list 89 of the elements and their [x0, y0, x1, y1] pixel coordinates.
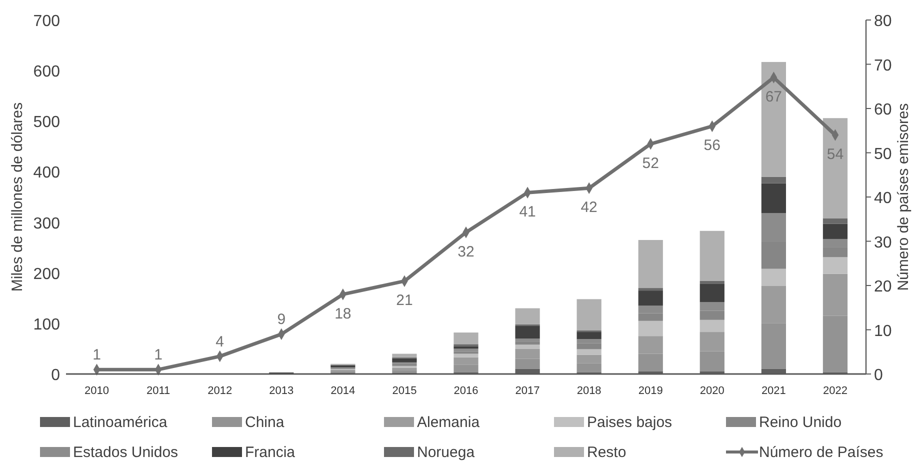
legend-label: Paises bajos — [587, 414, 672, 431]
x-tick-label: 2018 — [576, 385, 602, 397]
bar — [392, 354, 417, 358]
y2-tick-label: 60 — [874, 102, 892, 118]
legend-label: Reino Unido — [759, 414, 842, 431]
y2-tick-label: 10 — [874, 322, 892, 340]
bar — [576, 349, 602, 355]
bar — [761, 62, 786, 177]
x-tick-label: 2019 — [638, 385, 663, 397]
bar — [576, 343, 602, 350]
bar — [454, 354, 478, 358]
legend-label: Estados Unidos — [73, 444, 178, 461]
bar — [700, 280, 724, 284]
x-tick-label: 2011 — [146, 385, 170, 397]
bar — [454, 332, 478, 344]
data-label: 41 — [519, 204, 536, 221]
bar — [700, 284, 724, 302]
data-label: 21 — [396, 292, 413, 310]
x-tick-label: 2017 — [515, 385, 540, 397]
x-tick-label: 2013 — [269, 385, 294, 397]
bar — [454, 346, 478, 349]
y-tick-label: 300 — [33, 215, 60, 232]
y2-tick-label: 50 — [874, 146, 892, 163]
x-tick-label: 2020 — [700, 385, 724, 397]
bar — [515, 341, 540, 345]
bar — [576, 299, 602, 331]
bar — [822, 218, 848, 224]
bar — [638, 290, 663, 306]
bar — [392, 370, 417, 373]
y2-tick-label: 70 — [874, 57, 892, 74]
legend-label: China — [245, 414, 285, 431]
legend-label: Resto — [587, 444, 626, 461]
y-tick-label: 200 — [33, 266, 60, 283]
data-label: 32 — [458, 243, 474, 260]
bar — [454, 351, 478, 354]
legend-label: Alemania — [417, 414, 480, 431]
bar — [454, 348, 478, 352]
bar — [515, 308, 540, 324]
bar — [392, 368, 417, 370]
y2-tick-label: 0 — [874, 367, 883, 384]
bar — [638, 240, 663, 288]
y2-axis-title: Número de países emisores — [895, 103, 912, 291]
y-tick-label: 600 — [33, 64, 60, 81]
bar — [700, 230, 724, 281]
y2-tick-label: 80 — [874, 13, 892, 30]
y-tick-label: 400 — [33, 164, 60, 182]
x-tick-label: 2010 — [84, 385, 110, 397]
y2-tick-label: 40 — [874, 190, 892, 207]
bar — [761, 176, 786, 184]
legend-label: Número de Países — [759, 444, 884, 461]
data-label: 56 — [704, 137, 720, 154]
bar — [576, 332, 602, 340]
data-label: 1 — [154, 346, 162, 364]
data-label: 18 — [334, 305, 352, 322]
bar — [638, 288, 663, 291]
data-label: 52 — [642, 154, 659, 172]
y-tick-label: 100 — [33, 316, 60, 334]
x-tick-label: 2016 — [454, 385, 478, 397]
bar — [822, 257, 848, 274]
y2-tick-label: 30 — [874, 234, 892, 252]
bar — [392, 358, 417, 362]
data-label: 54 — [826, 146, 844, 164]
bar — [515, 344, 540, 349]
x-tick-label: 2014 — [330, 385, 356, 397]
x-tick-label: 2021 — [761, 385, 786, 397]
x-tick-label: 2022 — [822, 385, 848, 397]
data-label: 4 — [216, 333, 224, 350]
y-tick-label: 0 — [51, 367, 60, 384]
data-label: 67 — [765, 88, 782, 106]
y-tick-label: 500 — [33, 114, 60, 132]
x-tick-label: 2012 — [208, 385, 232, 397]
y-axis-title: Miles de millones de dólares — [9, 102, 26, 292]
legend-label: Noruega — [417, 444, 476, 461]
data-label: 9 — [277, 311, 286, 328]
legend-label: Latinoamérica — [73, 414, 168, 431]
legend-label: Francia — [245, 444, 296, 461]
bar — [822, 224, 848, 239]
bar — [515, 338, 540, 342]
y-tick-label: 700 — [33, 13, 60, 30]
data-label: 42 — [580, 199, 598, 216]
bar — [638, 320, 663, 336]
bar — [761, 268, 786, 286]
x-tick-label: 2015 — [392, 385, 417, 397]
bar — [700, 320, 724, 332]
bar — [515, 326, 540, 339]
y2-tick-label: 20 — [874, 278, 892, 296]
bar — [822, 118, 848, 218]
data-label: 1 — [92, 346, 101, 364]
bar — [761, 183, 786, 214]
